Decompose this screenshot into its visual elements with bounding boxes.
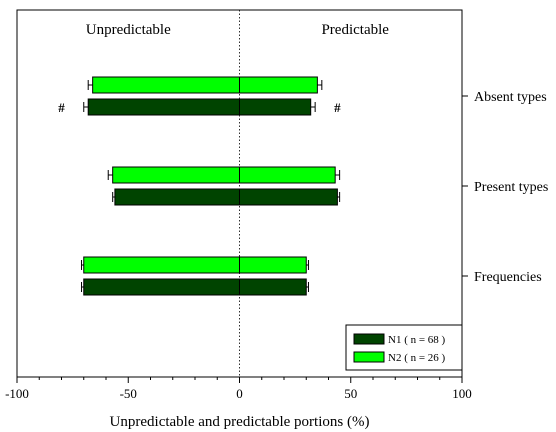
legend: N1 ( n = 68 ) N2 ( n = 26 )	[345, 324, 463, 371]
labels: Unpredictable Predictable Unpredictable …	[86, 22, 390, 430]
x-axis-label: Unpredictable and predictable portions (…	[110, 414, 370, 430]
x-tick-label: 50	[344, 386, 357, 401]
bar-unpredictable	[87, 98, 240, 116]
bar-predictable	[239, 76, 318, 94]
bar-predictable	[239, 166, 336, 184]
bar-unpredictable	[83, 256, 240, 274]
bar-unpredictable	[114, 188, 240, 206]
x-tick-label: -50	[120, 386, 137, 401]
legend-swatch	[353, 333, 385, 345]
side-label-unpredictable: Unpredictable	[86, 22, 171, 38]
x-tick-label: -100	[5, 386, 29, 401]
bar-predictable	[239, 98, 312, 116]
bar-predictable	[239, 188, 338, 206]
legend-label: N2 ( n = 26 )	[388, 352, 446, 364]
significance-marker: #	[58, 100, 65, 115]
x-tick-label: 100	[452, 386, 472, 401]
significance-marker: #	[334, 100, 341, 115]
legend-box	[345, 324, 463, 371]
axes: -100 -50 0 50 100 Absent types Present types Fr…	[5, 9, 548, 401]
bar-unpredictable	[83, 278, 240, 296]
bar-predictable	[239, 256, 307, 274]
bar-predictable	[239, 278, 307, 296]
category-label: Present types	[474, 180, 548, 195]
side-label-predictable: Predictable	[321, 22, 389, 38]
bars: # #	[58, 76, 341, 296]
category-label: Frequencies	[474, 270, 542, 285]
legend-label: N1 ( n = 68 )	[388, 334, 446, 346]
legend-swatch	[353, 351, 385, 363]
bar-unpredictable	[92, 76, 241, 94]
bar-unpredictable	[112, 166, 240, 184]
category-label: Absent types	[474, 90, 547, 105]
x-tick-label: 0	[236, 386, 243, 401]
